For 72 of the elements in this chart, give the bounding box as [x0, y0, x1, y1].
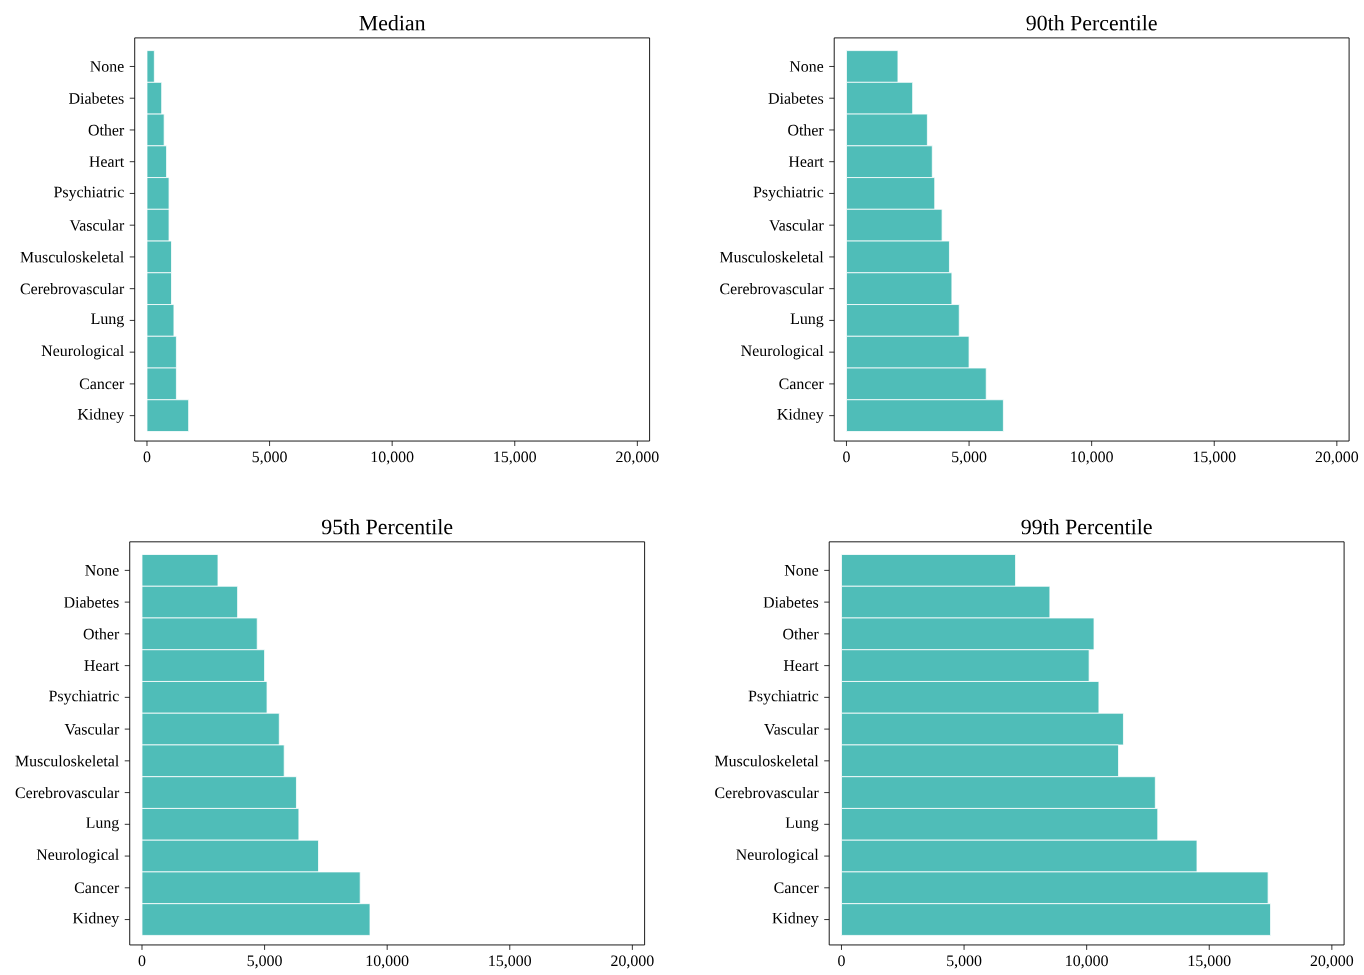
y-tick-label: Diabetes: [768, 92, 824, 104]
x-tick-label: 10,000: [1071, 451, 1113, 465]
y-tick-label: Lung: [86, 817, 119, 832]
x-tick-label: 20,000: [1315, 451, 1359, 465]
y-tick-label: Heart: [84, 660, 120, 671]
y-tick-label: Cerebrovascular: [720, 283, 824, 295]
y-tick-label: Neurological: [36, 848, 119, 864]
y-tick-label: Psychiatric: [54, 186, 124, 201]
y-tick-label: Vascular: [64, 723, 120, 735]
y-tick-label: Vascular: [764, 723, 819, 735]
x-tick-label: 10,000: [371, 451, 414, 465]
y-tick-label: None: [789, 61, 824, 72]
y-tick-label: Heart: [89, 156, 125, 168]
y-tick-label: Kidney: [77, 408, 125, 423]
y-tick-label: Cancer: [79, 378, 125, 390]
y-tick-label: Diabetes: [763, 596, 819, 608]
x-tick-label: 15,000: [1188, 955, 1231, 969]
x-tick-label: 5,000: [252, 451, 287, 465]
y-tick-label: Heart: [783, 660, 819, 671]
x-tick-label: 0: [843, 451, 850, 463]
y-tick-label: Diabetes: [69, 92, 124, 104]
y-tick-label: Other: [88, 124, 125, 136]
x-tick-label: 5,000: [947, 955, 982, 969]
y-tick-label: Neurological: [41, 344, 124, 360]
y-tick-label: Musculoskeletal: [20, 251, 124, 263]
y-tick-label: Neurological: [741, 344, 824, 360]
y-tick-label: Kidney: [772, 912, 819, 927]
y-tick-label: Cerebrovascular: [15, 787, 120, 799]
y-tick-label: Psychiatric: [49, 690, 119, 705]
y-tick-label: Other: [788, 124, 824, 136]
chart-title: 90th Percentile: [1026, 15, 1157, 31]
y-tick-label: None: [90, 61, 124, 72]
y-tick-label: Neurological: [736, 848, 819, 864]
y-tick-label: None: [784, 565, 819, 576]
y-tick-label: Vascular: [69, 219, 125, 231]
x-tick-label: 20,000: [1310, 955, 1354, 969]
x-tick-label: 15,000: [489, 955, 532, 969]
y-tick-label: Lung: [785, 817, 819, 832]
x-tick-label: 0: [138, 955, 146, 967]
y-tick-label: Musculoskeletal: [719, 251, 824, 263]
x-tick-label: 20,000: [611, 955, 654, 969]
y-tick-label: Musculoskeletal: [714, 755, 819, 767]
x-tick-label: 0: [838, 955, 845, 967]
y-tick-label: Psychiatric: [753, 186, 824, 201]
x-tick-label: 15,000: [494, 451, 537, 465]
y-tick-label: Diabetes: [64, 596, 119, 608]
x-tick-label: 15,000: [1193, 451, 1236, 465]
x-tick-label: 5,000: [247, 955, 282, 969]
y-tick-label: Heart: [788, 156, 824, 168]
y-tick-label: Vascular: [769, 219, 824, 231]
y-tick-label: Cerebrovascular: [20, 283, 125, 295]
chart-title: 95th Percentile: [321, 519, 453, 535]
x-tick-label: 10,000: [366, 955, 409, 969]
y-tick-label: None: [85, 565, 119, 576]
y-tick-label: Lung: [790, 313, 824, 328]
y-tick-label: Musculoskeletal: [15, 755, 119, 767]
y-tick-label: Psychiatric: [748, 690, 819, 705]
x-tick-label: 0: [143, 451, 151, 463]
y-tick-label: Cancer: [74, 882, 120, 894]
y-tick-label: Other: [83, 628, 120, 640]
y-tick-label: Cerebrovascular: [715, 787, 819, 799]
x-tick-label: 10,000: [1066, 955, 1108, 969]
chart-title: Median: [359, 15, 426, 31]
y-tick-label: Lung: [91, 313, 124, 328]
x-tick-label: 20,000: [616, 451, 659, 465]
y-tick-label: Other: [783, 628, 819, 640]
y-tick-label: Kidney: [777, 408, 824, 423]
x-tick-label: 5,000: [952, 451, 987, 465]
y-tick-label: Kidney: [72, 912, 120, 927]
y-tick-label: Cancer: [774, 882, 819, 894]
y-tick-label: Cancer: [779, 378, 824, 390]
chart-title: 99th Percentile: [1021, 519, 1152, 535]
